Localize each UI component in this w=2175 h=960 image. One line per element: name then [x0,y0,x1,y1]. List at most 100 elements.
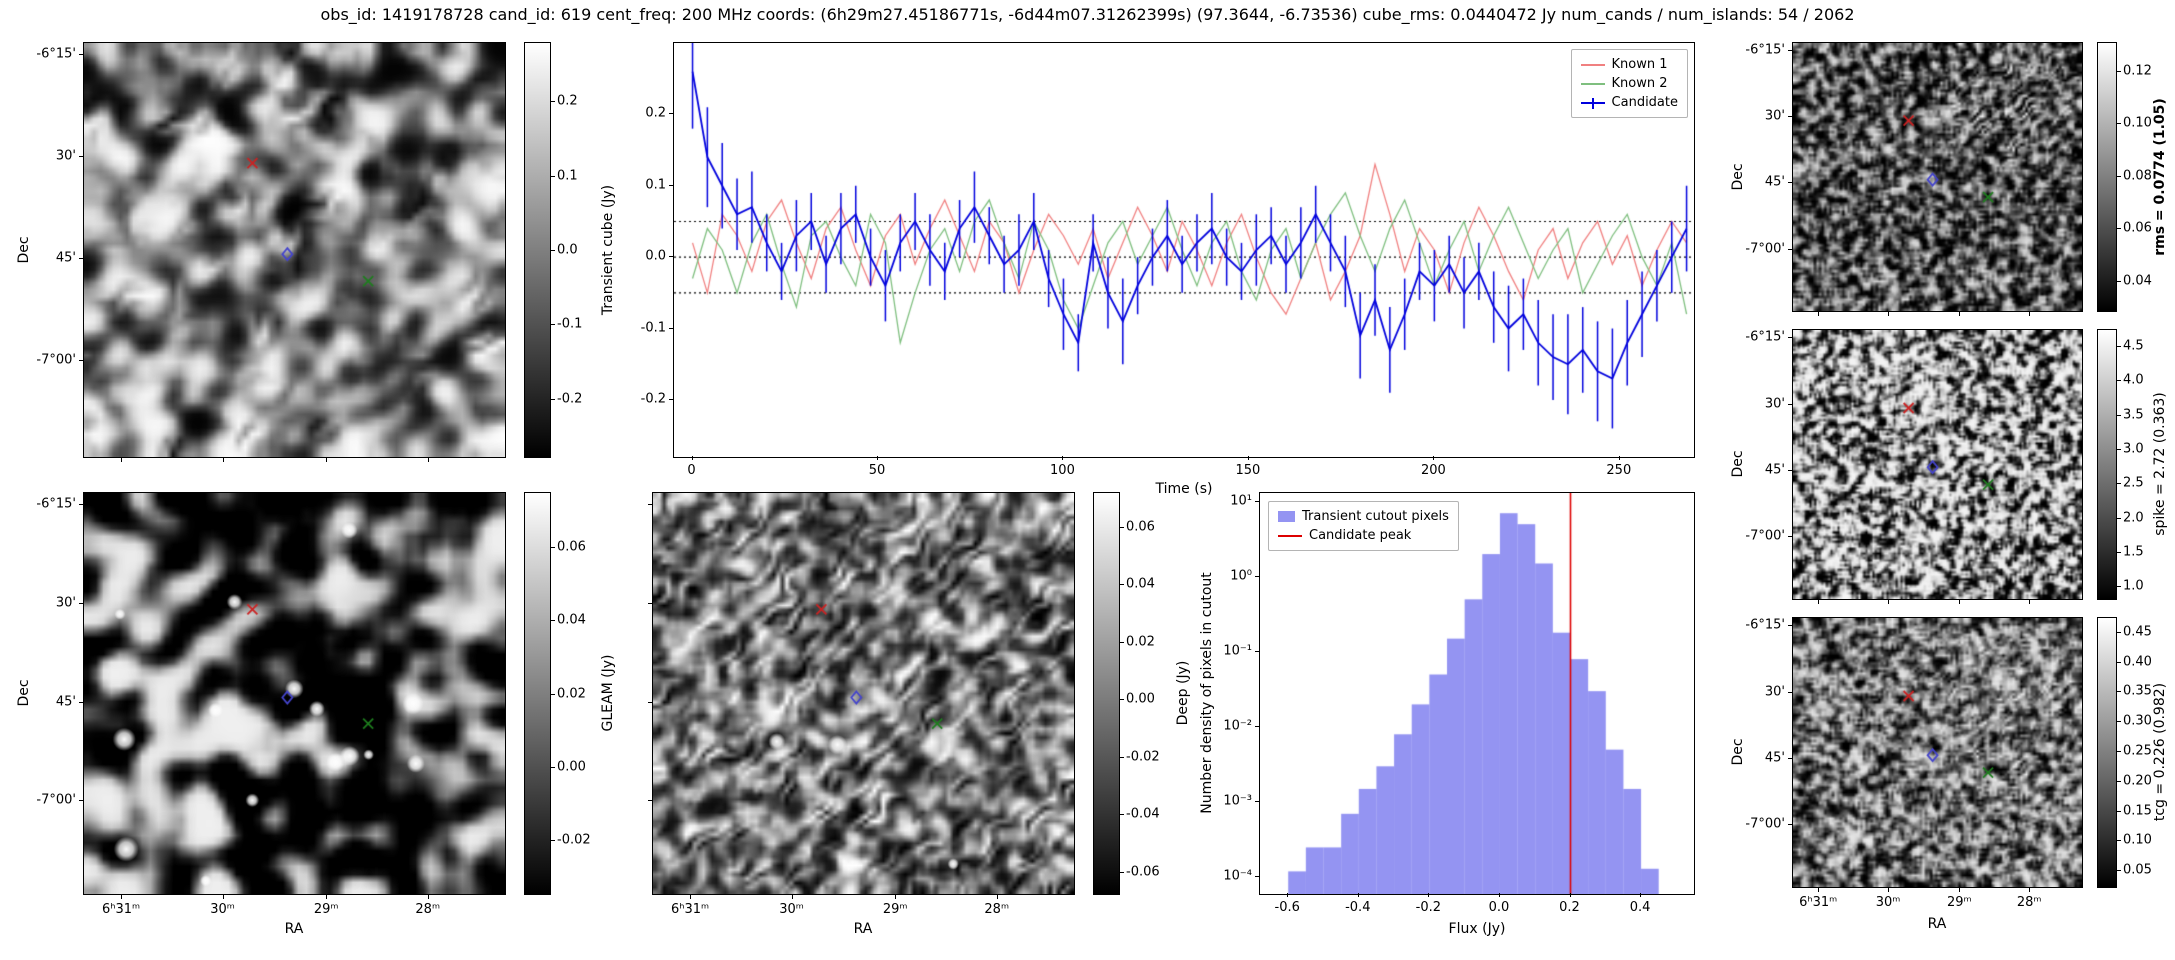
legend-label: Candidate [1611,95,1678,110]
tick-mark [2117,449,2121,451]
tick-label: -6°15' [1745,329,1785,345]
transient-colorbar-label: Transient cube (Jy) [600,184,616,316]
tick-mark [551,766,555,768]
transient-cutout-panel [83,42,506,458]
tick-mark [1433,456,1435,460]
tick-label: 10⁻³ [1223,793,1252,809]
legend-line-swatch [1580,97,1605,109]
tick-label: 4.5 [2123,338,2144,354]
ra-axis-label: RA [1927,916,1947,932]
rms-colorbar [2097,42,2117,312]
rms-cutout-image [1793,43,2082,311]
tick-mark [1247,456,1249,460]
tick-mark [1818,888,1820,892]
tick-mark [427,458,429,462]
tick-label: 0.2 [645,105,666,121]
rms-colorbar-label: rms = 0.0774 (1.05) [2152,98,2168,256]
legend-entry: Known 1 [1580,55,1678,74]
tcg-cutout-image [1793,618,2082,887]
tick-mark [551,101,555,103]
gleam-colorbar [524,492,551,895]
tick-mark [2117,483,2121,485]
tick-mark [2117,123,2121,125]
tick-mark [1618,456,1620,460]
tick-mark [2117,586,2121,588]
tick-label: 0.10 [2123,832,2152,848]
tick-mark [2117,551,2121,553]
tick-label: 1.5 [2123,544,2144,560]
tick-mark [1788,182,1792,184]
legend-line-swatch [1580,63,1605,66]
tick-label: 30ᵐ [779,902,804,917]
tick-mark [121,458,123,462]
tick-mark [2029,312,2031,316]
tick-mark [326,895,328,899]
tick-label: 150 [1235,463,1261,478]
tick-label: 50 [868,463,886,478]
tick-mark [1569,893,1571,897]
tick-label: 0.0 [645,248,666,264]
tick-mark [648,602,652,604]
tick-label: 0.1 [645,177,666,193]
tick-mark [1120,641,1124,643]
tick-label: 29ᵐ [313,902,339,917]
legend-entry: Candidate peak [1278,526,1449,545]
legend-line-swatch [1278,534,1302,537]
tick-label: 45' [1764,750,1785,766]
tick-mark [1120,584,1124,586]
tick-label: -0.6 [1274,900,1300,915]
tick-mark [1255,500,1259,502]
tick-label: 0.15 [2123,803,2152,819]
tick-mark [1640,893,1642,897]
tick-label: 0.04 [557,612,586,628]
tick-mark [2117,810,2121,812]
dec-axis-label: Dec [1730,738,1746,766]
tick-label: 0.00 [1126,691,1155,707]
tick-label: 10⁻² [1223,718,1252,734]
tick-label: 3.5 [2123,407,2144,423]
tick-mark [669,113,673,115]
tick-mark [1788,116,1792,118]
tick-label: 29ᵐ [1946,895,1972,910]
deep-colorbar-label: Deep (Jy) [1175,660,1191,726]
ra-axis-label: RA [284,921,304,937]
tick-mark [551,324,555,326]
tick-label: 6ʰ31ᵐ [670,902,710,917]
tick-label: 0.10 [2123,115,2152,131]
tick-label: 0.40 [2123,654,2152,670]
tick-mark [2117,691,2121,693]
tick-mark [2117,631,2121,633]
tick-label: 30' [1764,684,1785,700]
tick-mark [1287,893,1289,897]
tick-mark [2117,751,2121,752]
tick-label: 0.1 [557,168,578,184]
tcg-colorbar-label: tcg = 0.226 (0.982) [2152,682,2168,822]
histogram-y-label: Number density of pixels in cutout [1199,572,1215,814]
dec-axis-label: Dec [1730,163,1746,191]
tick-label: 6ʰ31ᵐ [1799,895,1838,910]
tick-label: 6ʰ31ᵐ [101,902,141,917]
tick-mark [1498,893,1500,897]
gleam-cutout-panel [83,492,506,895]
tick-label: 28ᵐ [2016,895,2042,910]
histogram-legend: Transient cutout pixels Candidate peak [1268,501,1459,551]
tick-label: 0.4 [1629,900,1651,915]
tick-label: -7°00' [36,792,76,808]
tick-mark [791,895,793,899]
tick-mark [1255,726,1259,728]
legend-label: Transient cutout pixels [1302,509,1449,524]
tick-mark [1120,871,1124,873]
tick-mark [1959,600,1961,604]
legend-label: Known 1 [1611,57,1668,72]
tick-mark [551,250,555,251]
tick-mark [648,800,652,802]
tick-label: -6°15' [36,496,76,512]
tick-mark [427,895,429,899]
tick-label: 10⁰ [1230,568,1252,584]
tick-mark [551,693,555,695]
tick-label: 0.04 [2123,273,2152,289]
tick-label: -6°15' [1745,617,1785,633]
tick-mark [691,456,693,460]
tick-mark [2117,175,2121,177]
